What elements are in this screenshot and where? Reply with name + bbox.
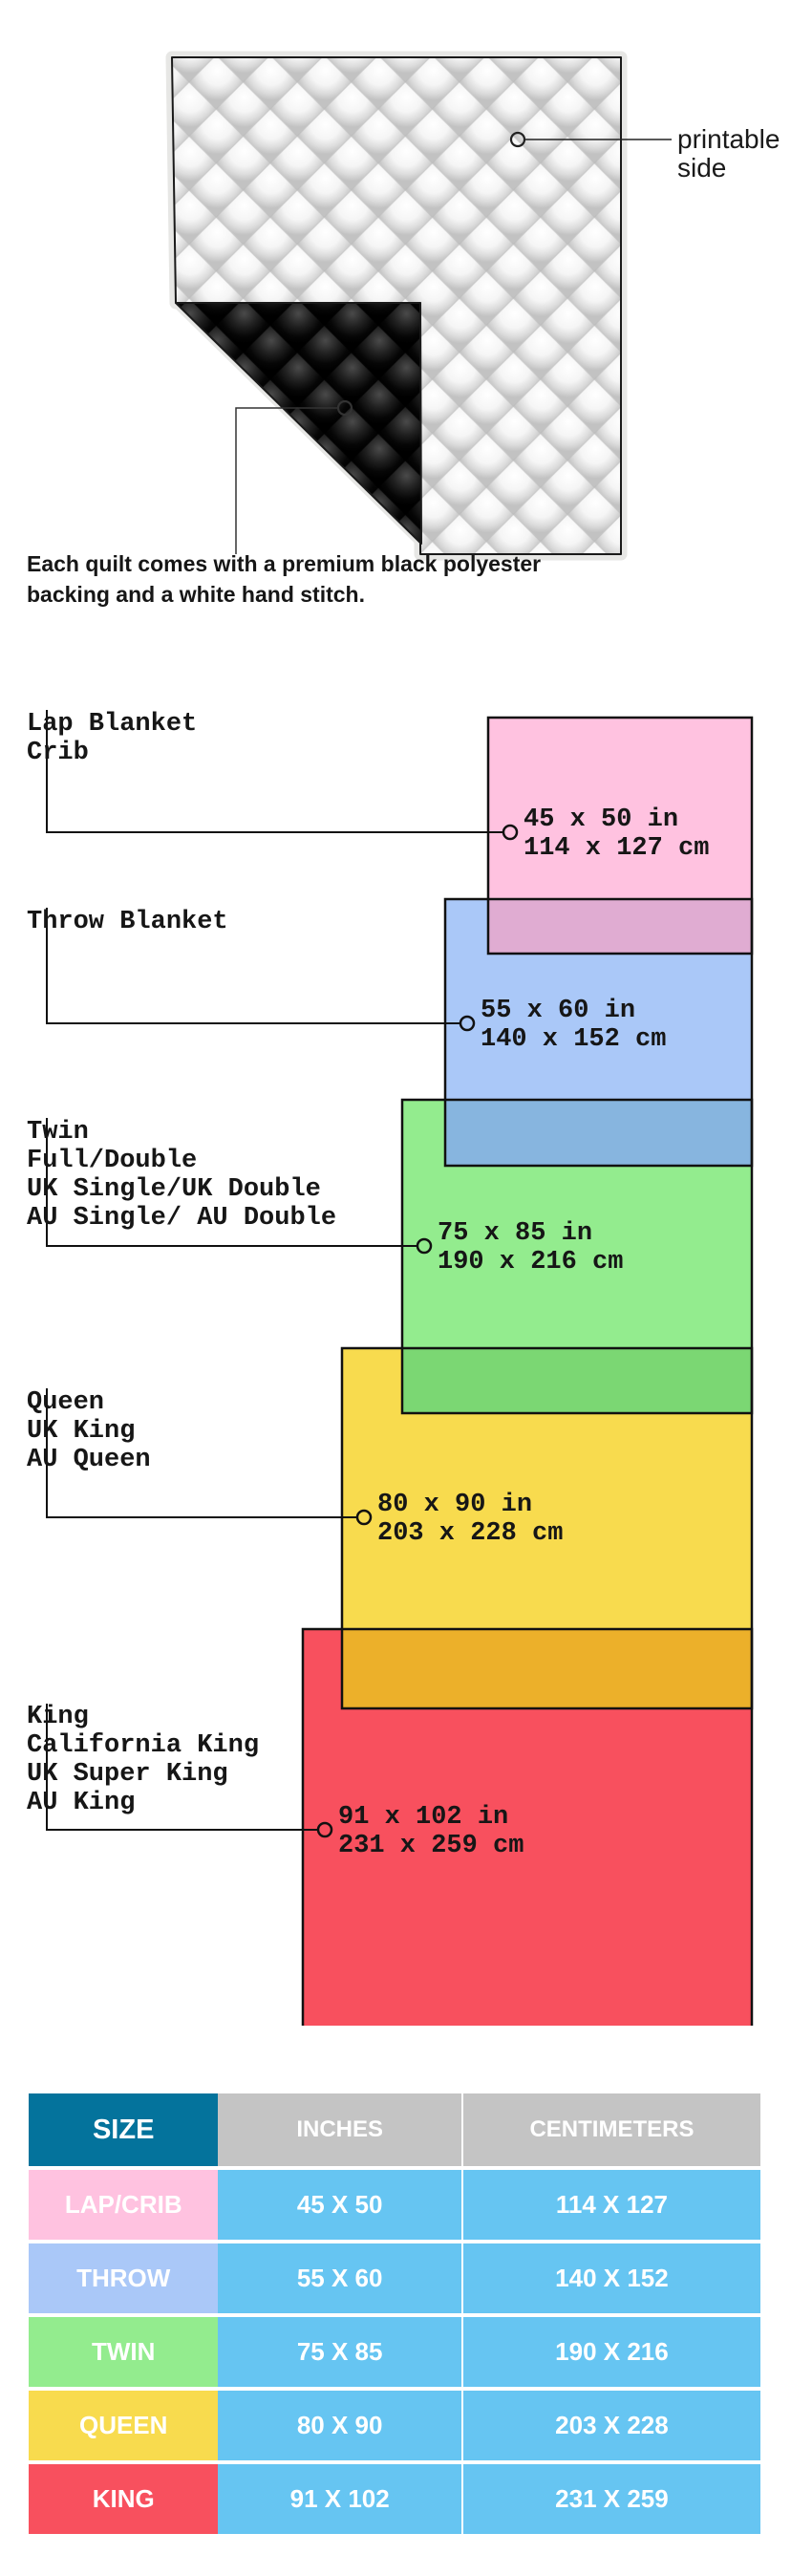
svg-text:side: side: [677, 153, 726, 182]
svg-text:printable: printable: [677, 124, 780, 154]
